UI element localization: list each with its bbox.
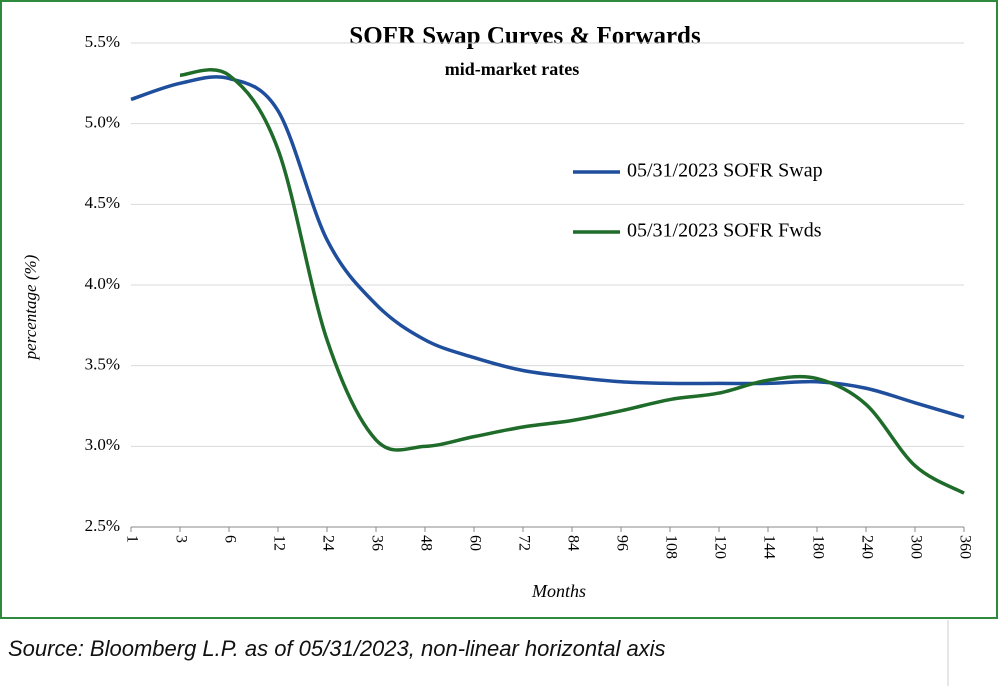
x-axis-label: Months	[531, 581, 586, 601]
x-tick-label: 144	[760, 535, 777, 559]
x-tick-label: 180	[809, 535, 826, 559]
legend-label: 05/31/2023 SOFR Fwds	[627, 220, 822, 242]
x-tick-label: 96	[613, 535, 630, 551]
x-tick-label: 12	[270, 535, 287, 551]
y-tick-label: 2.5%	[85, 516, 120, 535]
chart-title: SOFR Swap Curves & Forwards	[349, 23, 701, 50]
y-tick-label: 3.0%	[85, 435, 120, 454]
x-tick-label: 60	[466, 535, 483, 551]
x-tick-label: 3	[172, 535, 189, 543]
y-tick-label: 4.0%	[85, 274, 120, 293]
y-axis-label: percentage (%)	[21, 254, 40, 360]
y-tick-label: 3.5%	[85, 355, 120, 374]
x-tick-label: 360	[956, 535, 973, 559]
x-tick-label: 24	[319, 535, 336, 551]
x-tick-label: 72	[515, 535, 532, 551]
y-tick-label: 5.0%	[85, 113, 120, 132]
x-tick-label: 48	[417, 535, 434, 551]
x-tick-label: 1	[123, 535, 140, 543]
source-note: Source: Bloomberg L.P. as of 05/31/2023,…	[8, 636, 666, 661]
x-tick-label: 108	[662, 535, 679, 559]
series-line	[130, 75, 965, 419]
y-tick-label: 4.5%	[85, 193, 120, 212]
y-tick-label: 5.5%	[85, 32, 120, 51]
legend-label: 05/31/2023 SOFR Swap	[627, 160, 823, 182]
chart-subtitle: mid-market rates	[445, 59, 579, 79]
x-tick-label: 6	[221, 535, 238, 543]
x-tick-label: 120	[711, 535, 728, 559]
x-tick-label: 240	[858, 535, 875, 559]
x-tick-label: 300	[907, 535, 924, 559]
series-line	[179, 68, 965, 495]
x-tick-label: 84	[564, 535, 581, 551]
x-tick-label: 36	[368, 535, 385, 551]
chart-frame	[0, 0, 998, 619]
